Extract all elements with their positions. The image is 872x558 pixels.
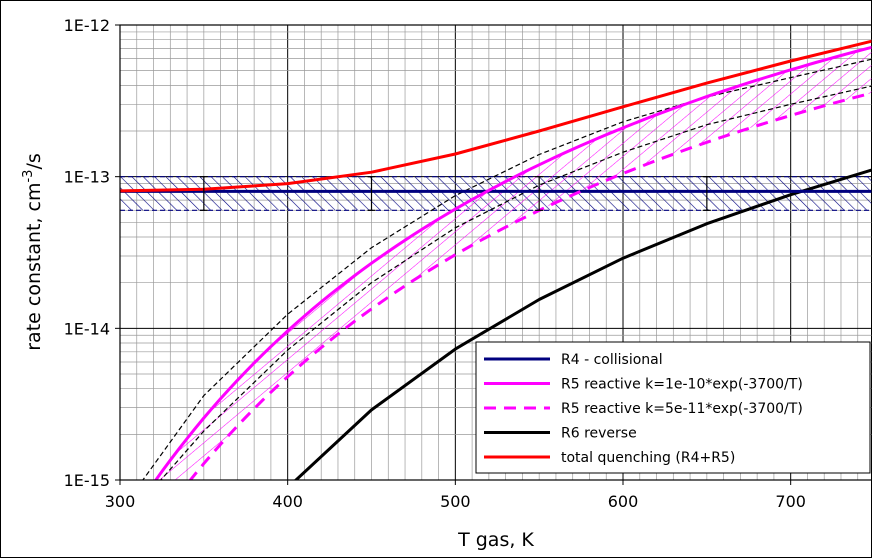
y-tick-label: 1E-12 bbox=[64, 16, 110, 35]
x-tick-label: 700 bbox=[775, 492, 806, 511]
x-tick-label: 600 bbox=[608, 492, 639, 511]
y-axis-label: rate constant, cm-3/s bbox=[21, 153, 45, 351]
y-axis-label-sup: -3 bbox=[21, 170, 36, 183]
legend-label: R5 reactive k=5e-11*exp(-3700/T) bbox=[561, 401, 803, 417]
y-axis-label-tail: /s bbox=[23, 153, 45, 169]
series-line-4 bbox=[120, 39, 872, 193]
plot-area-border bbox=[119, 24, 872, 481]
series-line-6 bbox=[160, 85, 872, 480]
legend-box bbox=[475, 341, 871, 474]
y-tick-label: 1E-14 bbox=[64, 319, 110, 338]
x-tick-label: 500 bbox=[440, 492, 471, 511]
y-tick-labels: 1E-12 1E-13 1E-14 1E-15 bbox=[64, 16, 120, 490]
series-line-3 bbox=[293, 168, 872, 480]
x-tick-labels: 300 400 500 600 700 bbox=[105, 480, 806, 511]
error-bars bbox=[199, 176, 711, 211]
legend-label: R4 - collisional bbox=[561, 352, 663, 368]
bands bbox=[120, 47, 872, 480]
legend-items: R4 - collisional R5 reactive k=1e-10*exp(… bbox=[484, 352, 803, 466]
series-line-2 bbox=[188, 91, 872, 480]
x-tick-label: 400 bbox=[272, 492, 303, 511]
x-axis-label: T gas, K bbox=[457, 529, 534, 551]
series-line-1 bbox=[154, 45, 872, 480]
r5-hatched-region bbox=[155, 47, 872, 480]
legend-label: total quenching (R4+R5) bbox=[561, 450, 735, 466]
legend: R4 - collisional R5 reactive k=1e-10*exp(… bbox=[475, 341, 871, 474]
legend-label: R6 reverse bbox=[561, 426, 637, 442]
series-line-5 bbox=[142, 58, 872, 480]
legend-label: R5 reactive k=1e-10*exp(-3700/T) bbox=[561, 377, 803, 393]
y-tick-label: 1E-13 bbox=[64, 168, 110, 187]
y-axis-label-main: rate constant, cm bbox=[23, 183, 45, 351]
x-tick-label: 300 bbox=[105, 492, 136, 511]
series-lines bbox=[120, 39, 872, 480]
y-tick-label: 1E-15 bbox=[64, 471, 110, 490]
